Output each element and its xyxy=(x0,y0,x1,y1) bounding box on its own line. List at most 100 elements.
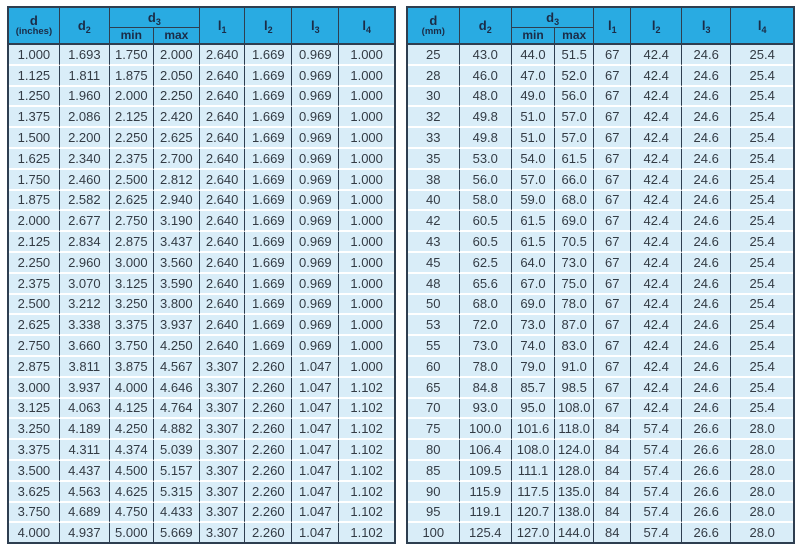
table-cell: 1.000 xyxy=(339,232,394,253)
table-cell: 0.969 xyxy=(292,294,340,316)
table-cell: 68.0 xyxy=(459,294,512,316)
table-cell: 25.4 xyxy=(731,377,793,399)
col-header-max: max xyxy=(153,28,200,45)
table-cell: 42.4 xyxy=(631,107,683,129)
table-cell: 42.4 xyxy=(631,128,683,149)
table-cell: 3.307 xyxy=(199,523,246,542)
table-cell: 0.969 xyxy=(292,128,340,149)
table-cell: 67 xyxy=(594,190,632,212)
table-cell: 1.669 xyxy=(245,336,293,357)
table-row: 1.125 1.811 1.875 2.050 2.640 1.669 0.969 1.000 xyxy=(9,65,394,87)
table-row: 38 56.0 57.0 66.0 67 42.4 24.6 25.4 xyxy=(408,169,793,191)
table-cell: 1.102 xyxy=(339,460,394,482)
table-cell: 3.560 xyxy=(153,252,200,274)
table-cell: 42.4 xyxy=(631,211,683,233)
table-cell: 2.260 xyxy=(245,419,293,441)
table-cell: 70.5 xyxy=(555,232,595,253)
table-body: 25 43.0 44.0 51.5 67 42.4 24.6 25.4 28 46.0 47.0 52… xyxy=(408,45,793,542)
table-cell: 84 xyxy=(594,460,632,482)
table-cell: 2.640 xyxy=(199,45,246,66)
table-cell: 73.0 xyxy=(459,336,512,357)
table-cell: 4.063 xyxy=(59,398,110,420)
table-cell: 67 xyxy=(594,336,632,357)
table-cell: 67 xyxy=(594,107,632,129)
table-cell: 84.8 xyxy=(459,377,512,399)
table-cell: 119.1 xyxy=(459,502,512,524)
table-cell: 26.6 xyxy=(682,440,732,461)
table-row: 3.750 4.689 4.750 4.433 3.307 2.260 1.047 1.102 xyxy=(9,502,394,524)
table-cell: 4.250 xyxy=(109,419,154,441)
table-cell: 0.969 xyxy=(292,211,340,233)
table-cell: 3.190 xyxy=(153,211,200,233)
table-cell: 1.000 xyxy=(339,45,394,66)
table-cell: 2.834 xyxy=(59,232,110,253)
table-cell: 3.307 xyxy=(199,440,246,461)
table-cell: 24.6 xyxy=(682,107,732,129)
table-cell: 42.4 xyxy=(631,377,683,399)
table-cell: 2.640 xyxy=(199,211,246,233)
table-row: 4.000 4.937 5.000 5.669 3.307 2.260 1.047 1.102 xyxy=(9,523,394,542)
table-row: 3.125 4.063 4.125 4.764 3.307 2.260 1.047 1.102 xyxy=(9,398,394,420)
table-cell: 115.9 xyxy=(459,481,512,503)
table-cell: 67 xyxy=(594,232,632,253)
table-cell: 1.047 xyxy=(292,377,340,399)
col-header-l2: l2 xyxy=(245,8,293,45)
table-cell: 124.0 xyxy=(555,440,595,461)
table-cell: 1.625 xyxy=(9,148,60,170)
table-cell: 24.6 xyxy=(682,45,732,66)
table-cell: 4.374 xyxy=(109,440,154,461)
table-cell: 40 xyxy=(408,190,460,212)
table-cell: 2.260 xyxy=(245,398,293,420)
table-cell: 32 xyxy=(408,107,460,129)
table-cell: 42.4 xyxy=(631,86,683,108)
col-header-min: min xyxy=(511,28,556,45)
table-cell: 84 xyxy=(594,502,632,524)
table-cell: 75 xyxy=(408,419,460,441)
table-row: 80 106.4 108.0 124.0 84 57.4 26.6 28.0 xyxy=(408,440,793,461)
table-cell: 54.0 xyxy=(511,148,556,170)
table-cell: 2.960 xyxy=(59,252,110,274)
table-cell: 66.0 xyxy=(555,169,595,191)
table-cell: 2.750 xyxy=(109,211,154,233)
table-cell: 3.625 xyxy=(9,481,60,503)
table-cell: 67 xyxy=(594,86,632,108)
table-cell: 62.5 xyxy=(459,252,512,274)
table-cell: 95.0 xyxy=(511,398,556,420)
table-cell: 33 xyxy=(408,128,460,149)
table-cell: 3.875 xyxy=(109,356,154,378)
table-cell: 2.250 xyxy=(109,128,154,149)
table-cell: 2.640 xyxy=(199,232,246,253)
table-cell: 67 xyxy=(594,315,632,337)
table-cell: 2.640 xyxy=(199,86,246,108)
table-cell: 24.6 xyxy=(682,377,732,399)
spec-table-mm: d (mm) d2 d3 l1 l2 l3 l4 min max 25 43.0 44… xyxy=(406,6,795,544)
table-cell: 25.4 xyxy=(731,45,793,66)
table-cell: 24.6 xyxy=(682,398,732,420)
table-cell: 4.882 xyxy=(153,419,200,441)
table-row: 53 72.0 73.0 87.0 67 42.4 24.6 25.4 xyxy=(408,315,793,337)
table-cell: 51.0 xyxy=(511,107,556,129)
table-cell: 1.669 xyxy=(245,86,293,108)
table-cell: 3.250 xyxy=(109,294,154,316)
table-cell: 84 xyxy=(594,419,632,441)
table-row: 100 125.4 127.0 144.0 84 57.4 26.6 28.0 xyxy=(408,523,793,542)
table-cell: 2.640 xyxy=(199,315,246,337)
table-cell: 42.4 xyxy=(631,190,683,212)
table-cell: 2.460 xyxy=(59,169,110,191)
table-cell: 1.102 xyxy=(339,502,394,524)
table-cell: 2.677 xyxy=(59,211,110,233)
table-cell: 1.000 xyxy=(339,294,394,316)
table-cell: 1.000 xyxy=(339,356,394,378)
table-cell: 25.4 xyxy=(731,232,793,253)
table-cell: 42.4 xyxy=(631,252,683,274)
table-cell: 1.875 xyxy=(9,190,60,212)
table-cell: 127.0 xyxy=(511,523,556,542)
table-row: 60 78.0 79.0 91.0 67 42.4 24.6 25.4 xyxy=(408,356,793,378)
table-cell: 4.937 xyxy=(59,523,110,542)
table-cell: 2.812 xyxy=(153,169,200,191)
table-cell: 59.0 xyxy=(511,190,556,212)
table-cell: 1.669 xyxy=(245,252,293,274)
table-cell: 4.437 xyxy=(59,460,110,482)
table-cell: 42.4 xyxy=(631,356,683,378)
table-cell: 25.4 xyxy=(731,128,793,149)
